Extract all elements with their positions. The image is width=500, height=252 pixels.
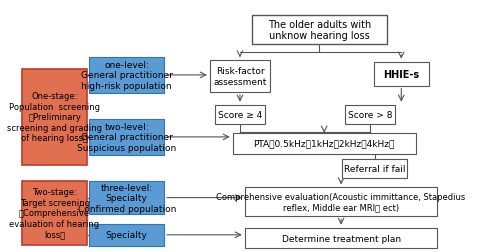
Text: two-level:
General practitioner
Suspicious population: two-level: General practitioner Suspicio… <box>77 122 176 152</box>
Text: HHIE-s: HHIE-s <box>383 69 420 79</box>
Text: Specialty: Specialty <box>106 230 148 239</box>
FancyBboxPatch shape <box>342 159 407 178</box>
Text: The older adults with
unknow hearing loss: The older adults with unknow hearing los… <box>268 19 371 41</box>
FancyBboxPatch shape <box>344 105 396 124</box>
Text: Comprehensive evaluation(Acoustic immittance, Stapedius
reflex, Middle ear MRI， : Comprehensive evaluation(Acoustic immitt… <box>216 193 466 212</box>
Text: Two-stage:
Target screening
（Comprehensive
evaluation of hearing
loss）: Two-stage: Target screening （Comprehensi… <box>10 188 100 238</box>
FancyBboxPatch shape <box>252 16 387 45</box>
Text: Score > 8: Score > 8 <box>348 110 392 119</box>
FancyBboxPatch shape <box>22 69 87 165</box>
Text: one-level:
General practitioner
high-risk population: one-level: General practitioner high-ris… <box>81 61 172 90</box>
FancyBboxPatch shape <box>232 133 416 154</box>
Text: One-stage:
Population  screening
（Preliminary
screening and grading
of hearing l: One-stage: Population screening （Prelimi… <box>7 92 102 142</box>
FancyBboxPatch shape <box>90 181 164 214</box>
FancyBboxPatch shape <box>90 57 164 94</box>
FancyBboxPatch shape <box>245 187 438 216</box>
Text: Score ≥ 4: Score ≥ 4 <box>218 110 262 119</box>
Text: Referral if fail: Referral if fail <box>344 164 406 173</box>
Text: three-level:
Specialty
Confirmed population: three-level: Specialty Confirmed populat… <box>78 183 176 213</box>
Text: PTA（0.5kHz、1kHz、2kHz、4kHz）: PTA（0.5kHz、1kHz、2kHz、4kHz） <box>254 139 395 148</box>
FancyBboxPatch shape <box>245 228 438 248</box>
FancyBboxPatch shape <box>90 119 164 156</box>
FancyBboxPatch shape <box>374 62 429 86</box>
FancyBboxPatch shape <box>214 105 265 124</box>
FancyBboxPatch shape <box>90 224 164 245</box>
Text: Determine treatment plan: Determine treatment plan <box>282 234 401 243</box>
FancyBboxPatch shape <box>210 61 270 93</box>
FancyBboxPatch shape <box>22 181 87 245</box>
Text: Risk-factor
assessment: Risk-factor assessment <box>214 67 266 86</box>
